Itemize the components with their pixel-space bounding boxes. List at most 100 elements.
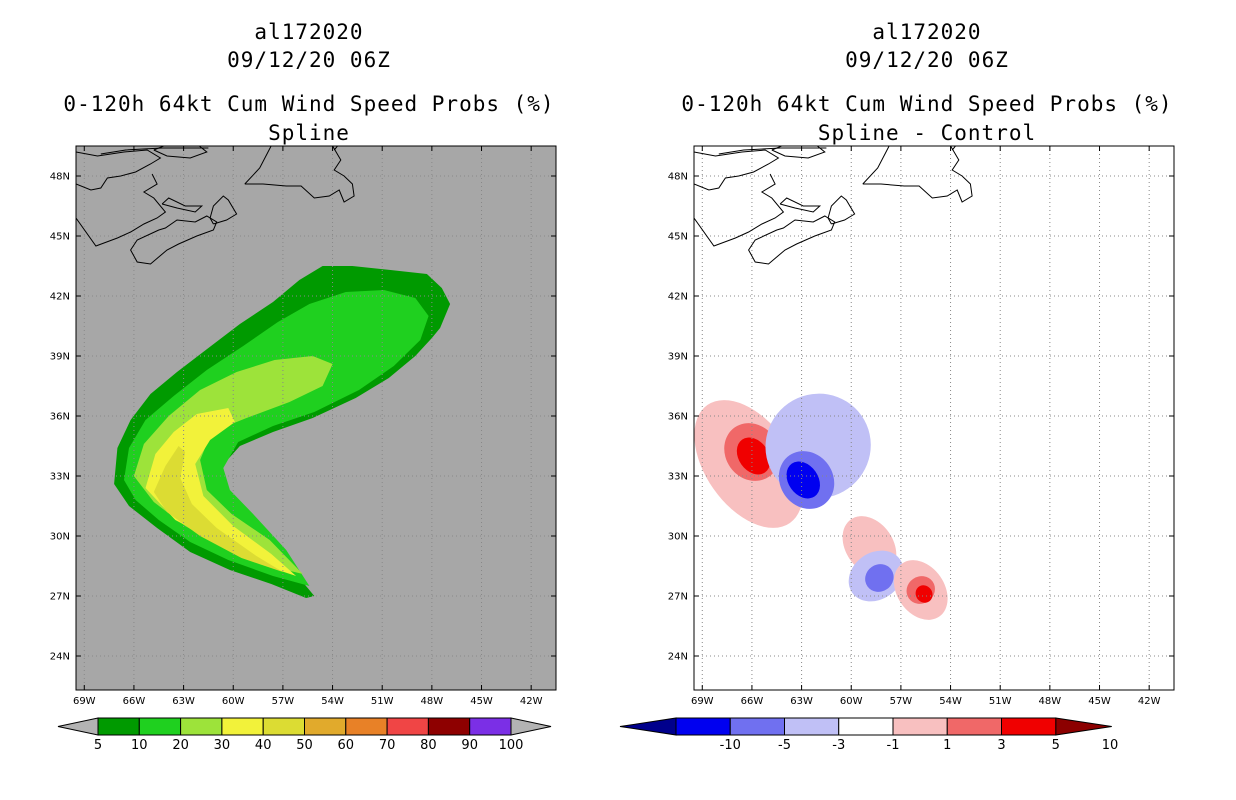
colorbar-swatch-2 — [180, 717, 223, 736]
colorbar-swatch-1 — [138, 717, 182, 736]
plot-layer — [76, 138, 556, 690]
right-storm-id: al172020 — [872, 20, 982, 44]
colorbar-label: 100 — [499, 738, 524, 753]
prob-contour-40 — [153, 446, 283, 572]
coastline-4 — [130, 215, 218, 265]
right-map-chart: 69W 66W 63W 60W 57W 54W 51W 48W 45W 42W 24N 27N 30N 3… — [619, 138, 1175, 753]
colorbar-swatch-0 — [675, 717, 731, 736]
y-tick-label: 24N — [50, 652, 70, 663]
x-tick-label: 51W — [371, 696, 394, 707]
coastline-1 — [100, 147, 209, 155]
anomaly-negative-5-5 — [786, 461, 820, 499]
plot-frame — [75, 145, 557, 691]
colorbar-label: 5 — [1052, 738, 1060, 753]
coastline-10 — [333, 146, 339, 151]
x-tick-label: 48W — [1039, 696, 1062, 707]
colorbar-label: -1 — [887, 738, 900, 753]
coastline-9 — [122, 138, 162, 144]
plot-frame — [693, 145, 1175, 691]
x-tick-label: 51W — [989, 696, 1012, 707]
left-storm-id: al172020 — [254, 20, 364, 44]
coastline-4 — [748, 215, 836, 265]
coastline-0 — [76, 149, 162, 191]
y-tick-label: 30N — [50, 532, 70, 543]
colorbar-swatch-7 — [386, 717, 429, 736]
colorbar-swatch-5 — [304, 717, 347, 736]
coastline-6 — [779, 197, 822, 213]
x-tick-label: 42W — [1138, 696, 1161, 707]
x-tick-label: 69W — [73, 696, 96, 707]
coastline-6 — [161, 197, 204, 213]
x-tick-label: 60W — [840, 696, 863, 707]
y-tick-label: 39N — [668, 352, 688, 363]
anomaly-negative-3-8 — [865, 564, 894, 592]
colorbar-label: 40 — [255, 738, 272, 753]
x-tick-label: 42W — [520, 696, 543, 707]
x-tick-label: 63W — [172, 696, 195, 707]
coastline-3 — [76, 173, 167, 247]
colorbar-swatch-9 — [469, 717, 512, 736]
coastline-7 — [244, 146, 272, 185]
y-tick-label: 45N — [50, 232, 70, 243]
y-tick-label: 36N — [668, 412, 688, 423]
x-tick-label: 54W — [321, 696, 344, 707]
left-subtitle: Spline — [268, 121, 350, 145]
y-tick-label: 48N — [668, 172, 688, 183]
y-tick-label: 42N — [50, 292, 70, 303]
colorbar-swatch-0 — [97, 717, 140, 736]
colorbar-swatch-8 — [427, 717, 471, 736]
colorbar-swatch-3 — [838, 717, 894, 736]
colorbar-label: 30 — [214, 738, 231, 753]
right-subtitle: Spline - Control — [817, 121, 1037, 145]
colorbar-label: -10 — [720, 738, 741, 753]
coastline-7 — [862, 146, 890, 185]
x-tick-label: 69W — [691, 696, 714, 707]
colorbar-label: 1 — [943, 738, 951, 753]
colorbar-swatch-6 — [1001, 717, 1057, 736]
x-tick-label: 66W — [123, 696, 146, 707]
right-title: 0-120h 64kt Cum Wind Speed Probs (%) — [681, 92, 1173, 116]
anomaly-positive-5-11 — [915, 585, 933, 603]
left-map-chart: 69W 66W 63W 60W 57W 54W 51W 48W 45W 42W 24N 27N 30N 3… — [50, 138, 557, 753]
colorbar-label: 70 — [379, 738, 396, 753]
coastline-8 — [862, 146, 973, 203]
colorbar-swatch-3 — [221, 717, 264, 736]
colorbar-label: 60 — [338, 738, 355, 753]
coastline-8 — [244, 146, 355, 203]
colorbar-swatch-5 — [946, 717, 1002, 736]
y-tick-label: 42N — [668, 292, 688, 303]
colorbar-label: 90 — [461, 738, 478, 753]
colorbar-label: -3 — [832, 738, 845, 753]
colorbar-arrow-left — [57, 717, 99, 736]
coastline-9 — [740, 138, 780, 144]
right-datetime: 09/12/20 06Z — [845, 48, 1009, 72]
left-title: 0-120h 64kt Cum Wind Speed Probs (%) — [63, 92, 555, 116]
colorbar-label: 5 — [94, 738, 102, 753]
x-tick-label: 48W — [421, 696, 444, 707]
colorbar-swatch-4 — [892, 717, 948, 736]
y-tick-label: 30N — [668, 532, 688, 543]
y-tick-label: 27N — [50, 592, 70, 603]
y-tick-label: 33N — [50, 472, 70, 483]
x-tick-label: 57W — [272, 696, 295, 707]
x-tick-label: 45W — [1088, 696, 1111, 707]
x-tick-label: 66W — [741, 696, 764, 707]
colorbar-swatch-2 — [784, 717, 840, 736]
right-panel: al172020 09/12/20 06Z 0-120h 64kt Cum Wi… — [618, 0, 1236, 800]
colorbar-label: 20 — [172, 738, 189, 753]
y-tick-label: 48N — [50, 172, 70, 183]
anomaly-positive-5-2 — [736, 437, 771, 475]
left-panel: al172020 09/12/20 06Z 0-120h 64kt Cum Wi… — [50, 20, 557, 753]
coastline-5 — [209, 195, 238, 225]
left-datetime: 09/12/20 06Z — [227, 48, 391, 72]
y-tick-label: 27N — [668, 592, 688, 603]
x-tick-label: 54W — [939, 696, 962, 707]
x-tick-label: 63W — [790, 696, 813, 707]
y-tick-label: 24N — [668, 652, 688, 663]
colorbar-arrow-right — [1055, 717, 1112, 736]
x-tick-label: 60W — [222, 696, 245, 707]
x-tick-label: 45W — [470, 696, 493, 707]
coastline-2 — [771, 146, 826, 159]
colorbar-arrow-left — [619, 717, 677, 736]
y-tick-label: 39N — [50, 352, 70, 363]
